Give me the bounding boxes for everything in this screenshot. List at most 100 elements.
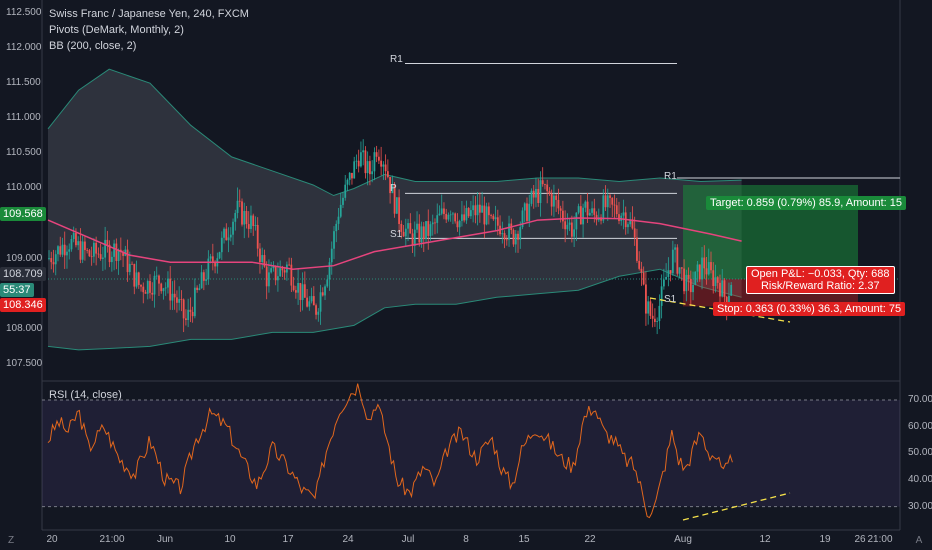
candle-body	[297, 282, 300, 293]
candle-body	[669, 270, 672, 274]
candle-body	[528, 203, 531, 221]
candle-body	[591, 208, 593, 213]
stop-label[interactable]: Stop: 0.363 (0.33%) 36.3, Amount: 75	[713, 302, 906, 316]
candle-body	[447, 214, 450, 220]
candle-body	[505, 239, 508, 241]
candle-body	[651, 315, 654, 319]
candle-body	[223, 228, 225, 238]
candle-body	[335, 223, 338, 232]
candle-body	[135, 272, 138, 287]
candle-body	[176, 297, 178, 303]
candle-body	[99, 254, 102, 259]
candle-body	[544, 184, 546, 185]
candle-body	[371, 171, 374, 175]
candle-body	[438, 213, 441, 216]
candle-body	[575, 212, 578, 230]
candle-body	[683, 268, 685, 292]
candle-body	[701, 257, 703, 280]
y-tick-label: 111.000	[6, 112, 41, 124]
candle-body	[263, 255, 266, 267]
bb-legend[interactable]: BB (200, close, 2)	[49, 40, 137, 52]
candle-body	[573, 229, 576, 237]
candle-body	[454, 213, 457, 222]
grid-lines	[41, 0, 901, 531]
symbol-title[interactable]: Swiss Franc / Japanese Yen, 240, FXCM	[49, 8, 249, 20]
candle-body	[333, 231, 335, 249]
candle-body	[671, 249, 674, 274]
zoom-button[interactable]: Z	[7, 535, 15, 546]
candle-body	[164, 287, 167, 289]
candle-body	[191, 311, 194, 317]
candle-body	[389, 176, 392, 194]
candle-body	[689, 278, 692, 293]
target-label[interactable]: Target: 0.859 (0.79%) 85.9, Amount: 15	[706, 196, 907, 210]
candle-body	[173, 293, 176, 298]
candle-body	[283, 270, 286, 273]
candle-body	[416, 223, 418, 230]
candle-body	[294, 290, 297, 293]
candle-body	[609, 195, 611, 198]
candle-body	[539, 180, 542, 203]
candle-body	[476, 204, 479, 216]
candle-body	[721, 280, 724, 297]
candle-body	[207, 258, 210, 280]
candle-body	[321, 292, 324, 296]
candle-body	[268, 272, 270, 287]
x-tick-label: Jun	[156, 534, 174, 545]
rsi-legend[interactable]: RSI (14, close)	[49, 389, 122, 401]
candle-body	[66, 251, 68, 256]
candle-body	[81, 241, 84, 260]
bb-lower-line	[47, 268, 742, 351]
candle-body	[512, 230, 515, 245]
candle-body	[640, 268, 643, 273]
candle-body	[413, 229, 416, 246]
candle-body	[281, 268, 284, 271]
candle-body	[185, 318, 187, 321]
candle-body	[227, 237, 230, 241]
x-tick-label: Aug	[674, 534, 692, 545]
candle-body	[445, 213, 448, 220]
candle-body	[182, 299, 185, 319]
candle-body	[627, 224, 629, 228]
candle-body	[131, 263, 133, 265]
candle-body	[561, 210, 564, 222]
candle-body	[339, 204, 342, 217]
candle-body	[645, 284, 647, 314]
y-tick-label: 107.500	[6, 357, 43, 369]
candle-body	[501, 233, 504, 235]
candle-body	[658, 305, 661, 322]
candle-body	[193, 287, 196, 317]
candle-body	[407, 223, 409, 229]
open-pl-label[interactable]: Open P&L: −0.033, Qty: 688 Risk/Reward R…	[746, 266, 895, 294]
candle-body	[434, 222, 436, 224]
candle-body	[70, 239, 73, 250]
candle-body	[514, 233, 517, 245]
y-tick-label: 111.500	[6, 77, 41, 89]
candle-body	[425, 221, 427, 240]
auto-scale-button[interactable]: A	[915, 535, 923, 546]
candle-body	[200, 272, 203, 289]
rsi-line	[47, 383, 733, 519]
candle-body	[355, 160, 358, 162]
pivots-legend[interactable]: Pivots (DeMark, Monthly, 2)	[49, 24, 184, 36]
candle-body	[532, 190, 535, 198]
x-tick-label: 26	[854, 534, 866, 545]
candle-body	[146, 280, 149, 294]
candle-body	[586, 201, 589, 216]
candle-body	[694, 271, 697, 285]
candle-body	[692, 284, 694, 293]
candle-body	[404, 228, 407, 237]
candle-body	[629, 219, 632, 225]
risk-reward-text: Risk/Reward Ratio: 2.37	[760, 280, 880, 292]
candle-body	[158, 275, 160, 284]
stop-price-badge: 108.346	[0, 298, 46, 312]
candle-body	[270, 268, 273, 273]
candle-body	[155, 275, 158, 277]
candle-body	[328, 262, 331, 280]
candle-body	[705, 268, 708, 275]
candle-body	[61, 244, 64, 255]
candle-body	[151, 292, 154, 295]
candle-body	[344, 184, 347, 198]
candle-body	[443, 208, 445, 214]
candle-body	[613, 204, 616, 206]
